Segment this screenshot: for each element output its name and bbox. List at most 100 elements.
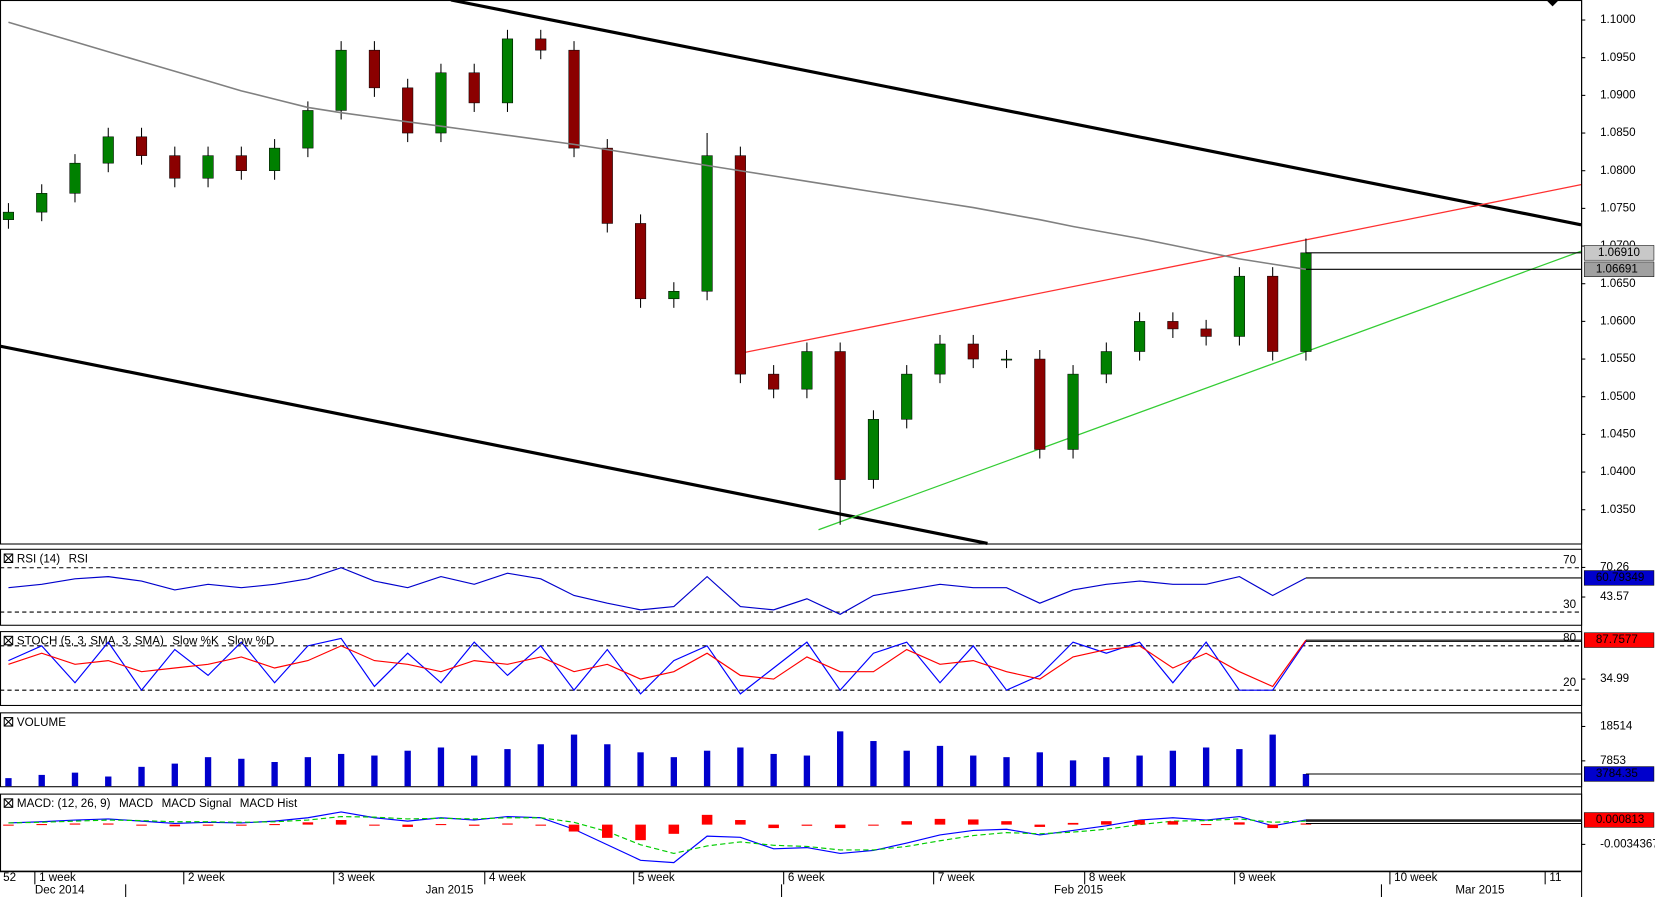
- hist-bar: [102, 823, 114, 825]
- y-tick-label: 18514: [1600, 720, 1633, 733]
- y-tick-label: 1.0600: [1600, 314, 1636, 327]
- volume-bar: [737, 747, 744, 787]
- candle-body: [1233, 275, 1245, 337]
- y-tick-label: 7853: [1600, 754, 1626, 767]
- volume-bar: [337, 753, 345, 787]
- candle-body: [967, 343, 979, 360]
- panel-title: MACD: (12, 26, 9): [17, 797, 111, 810]
- y-tick-label: 1.0950: [1600, 51, 1636, 64]
- hist-bar: [834, 824, 846, 829]
- candle-body: [601, 147, 613, 224]
- volume-bar: [537, 744, 544, 787]
- volume-bar: [1069, 760, 1077, 787]
- volume-bar: [1003, 757, 1010, 787]
- series-line: [8, 567, 1307, 615]
- candle-body: [701, 155, 713, 292]
- value-label: 0.000813: [1596, 813, 1644, 826]
- volume-bar: [238, 758, 245, 787]
- level-label: 30: [1563, 598, 1576, 611]
- hist-bar: [1267, 824, 1278, 829]
- series-line: [8, 637, 1307, 695]
- candle-body: [668, 290, 680, 300]
- hist-bar: [169, 824, 181, 827]
- volume-bar: [903, 750, 910, 787]
- hist-bar: [668, 824, 680, 834]
- candle-body: [102, 136, 114, 164]
- candle-body: [269, 147, 281, 171]
- y-tick-label: 1.0800: [1600, 164, 1636, 177]
- hist-bar: [3, 824, 14, 826]
- week-label: 3 week: [338, 871, 375, 884]
- legend-entry: MACD Hist: [240, 797, 298, 810]
- y-tick-label: 1.0500: [1600, 390, 1636, 403]
- hist-bar: [1067, 822, 1079, 825]
- y-tick-label: 34.99: [1600, 672, 1629, 685]
- hist-bar: [468, 824, 480, 826]
- volume-bar: [437, 747, 445, 787]
- candle-body: [1100, 351, 1112, 375]
- hist-bar: [369, 824, 380, 826]
- volume-bar: [837, 731, 844, 787]
- candle-body: [1034, 358, 1046, 450]
- candle-body: [468, 72, 480, 104]
- candle-body: [834, 351, 846, 480]
- candle-body: [568, 49, 580, 149]
- month-label: Mar 2015: [1455, 884, 1504, 897]
- volume-bar: [936, 745, 944, 787]
- panel-box-x: [3, 553, 14, 563]
- candle-body: [1200, 328, 1212, 337]
- candle-body: [934, 343, 946, 375]
- volume-bar: [271, 762, 278, 787]
- hist-bar: [701, 814, 713, 825]
- channel-lower: [0, 344, 988, 546]
- hist-bar: [302, 822, 314, 825]
- week-label: 4 week: [489, 871, 526, 884]
- week-label: 7 week: [938, 871, 975, 884]
- trend-lines: [0, 0, 1582, 546]
- panel-box-x: [3, 635, 14, 646]
- y-tick-label: 1.0650: [1600, 277, 1636, 290]
- series-line: [8, 639, 1307, 688]
- volume-bar: [38, 774, 45, 787]
- candle-body: [1167, 321, 1179, 330]
- legend-entry: MACD Signal: [162, 797, 232, 810]
- hist-bar: [635, 824, 646, 841]
- hist-bar: [202, 824, 214, 826]
- hist-bar: [435, 824, 447, 826]
- month-label: Feb 2015: [1054, 884, 1103, 897]
- candle-body: [135, 136, 148, 156]
- y-tick-label: 1.1000: [1600, 13, 1636, 26]
- hist-bar: [269, 824, 280, 826]
- volume-bar: [1236, 749, 1243, 787]
- y-tick-label: 1.0450: [1600, 427, 1636, 440]
- value-box: [1583, 261, 1655, 277]
- hist-bar: [1034, 824, 1046, 827]
- volume-bar: [870, 741, 877, 787]
- volume-bar: [1136, 755, 1143, 787]
- panel-box-x: [3, 798, 14, 808]
- volume-bar: [1169, 750, 1177, 787]
- hist-bar: [1300, 823, 1312, 825]
- week-label: 8 week: [1089, 871, 1126, 884]
- candle-body: [335, 49, 347, 111]
- hist-bar: [934, 818, 946, 825]
- value-label: 60.79349: [1596, 571, 1644, 584]
- value-label: 3784.35: [1596, 767, 1638, 780]
- hist-bar: [868, 824, 879, 826]
- resistance-line: [739, 184, 1582, 355]
- panel-box-icon: [3, 635, 14, 646]
- candle-body: [1000, 358, 1013, 361]
- candle-body: [36, 193, 48, 213]
- hist-bar: [768, 824, 779, 829]
- hist-bar: [36, 824, 47, 826]
- value-box: [1583, 812, 1655, 828]
- panel-box-x: [3, 717, 14, 727]
- support-line: [818, 250, 1582, 531]
- legend-entry: Slow %D: [227, 635, 274, 648]
- series-line: [8, 816, 1306, 855]
- candle-body: [202, 155, 214, 179]
- level-label: 20: [1563, 676, 1576, 689]
- hist-bar: [1101, 821, 1112, 825]
- y-tick-label: 1.0850: [1600, 126, 1636, 139]
